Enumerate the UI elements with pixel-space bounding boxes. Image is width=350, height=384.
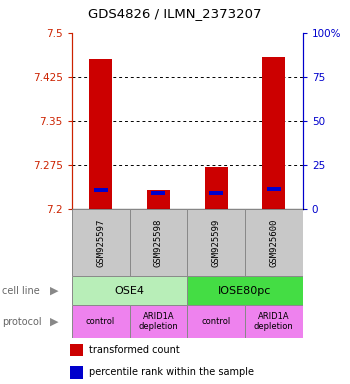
Text: control: control: [202, 317, 231, 326]
Bar: [94, 188, 107, 192]
Bar: [187, 276, 303, 305]
Text: ARID1A
depletion: ARID1A depletion: [254, 312, 294, 331]
Text: control: control: [86, 317, 115, 326]
Text: percentile rank within the sample: percentile rank within the sample: [89, 367, 254, 377]
Bar: [204, 167, 228, 209]
Bar: [245, 305, 303, 338]
Bar: [70, 344, 83, 356]
Text: cell line: cell line: [2, 286, 40, 296]
Text: GSM925597: GSM925597: [96, 219, 105, 267]
Bar: [267, 187, 281, 191]
Bar: [70, 366, 83, 379]
Text: IOSE80pc: IOSE80pc: [218, 286, 272, 296]
Text: transformed count: transformed count: [89, 345, 180, 355]
Bar: [147, 190, 170, 209]
Text: ARID1A
depletion: ARID1A depletion: [139, 312, 178, 331]
Bar: [152, 191, 165, 195]
Text: ▶: ▶: [50, 286, 58, 296]
Bar: [130, 305, 187, 338]
Bar: [187, 305, 245, 338]
Bar: [130, 209, 187, 276]
Text: GSM925598: GSM925598: [154, 219, 163, 267]
Text: protocol: protocol: [2, 316, 41, 327]
Bar: [187, 209, 245, 276]
Bar: [245, 209, 303, 276]
Text: GSM925600: GSM925600: [270, 219, 278, 267]
Text: ▶: ▶: [50, 316, 58, 327]
Bar: [262, 57, 285, 209]
Text: OSE4: OSE4: [114, 286, 145, 296]
Bar: [72, 305, 130, 338]
Bar: [89, 59, 112, 209]
Text: GSM925599: GSM925599: [212, 219, 220, 267]
Text: GDS4826 / ILMN_2373207: GDS4826 / ILMN_2373207: [88, 7, 262, 20]
Bar: [72, 276, 187, 305]
Bar: [209, 191, 223, 195]
Bar: [72, 209, 130, 276]
